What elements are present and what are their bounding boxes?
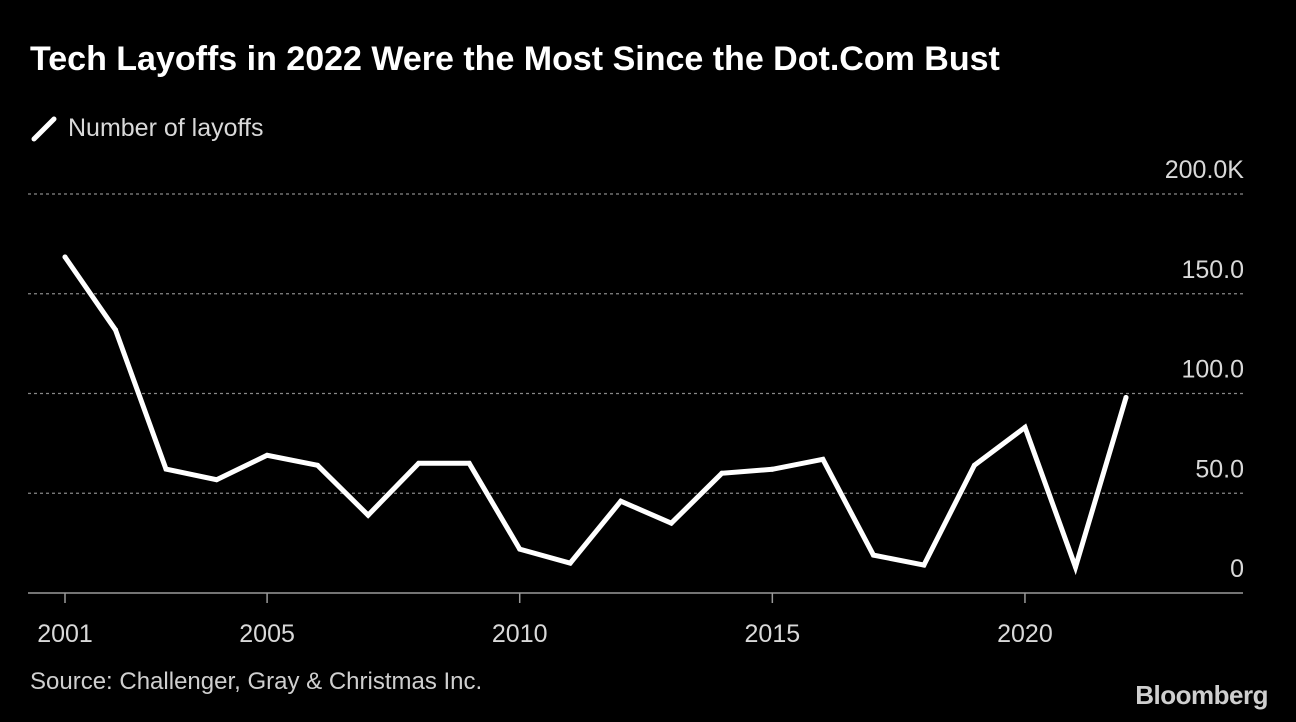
data-point bbox=[719, 470, 725, 476]
data-point bbox=[769, 466, 775, 472]
data-point bbox=[1022, 424, 1028, 430]
chart-title: Tech Layoffs in 2022 Were the Most Since… bbox=[30, 40, 1000, 78]
data-point bbox=[567, 560, 573, 566]
source-note: Source: Challenger, Gray & Christmas Inc… bbox=[30, 668, 483, 695]
data-point bbox=[971, 462, 977, 468]
y-tick-label: 0 bbox=[1230, 555, 1244, 583]
legend: Number of layoffs bbox=[30, 114, 263, 143]
data-point bbox=[618, 498, 624, 504]
data-point bbox=[315, 462, 321, 468]
data-point bbox=[466, 460, 472, 466]
x-tick-label: 2020 bbox=[997, 620, 1053, 648]
series-line bbox=[62, 254, 1129, 576]
line-swatch-icon bbox=[31, 116, 57, 141]
brand-logo: Bloomberg bbox=[1135, 680, 1268, 710]
x-tick-label: 2001 bbox=[37, 620, 93, 648]
x-tick-label: 2010 bbox=[492, 620, 548, 648]
x-tick-label: 2005 bbox=[239, 620, 295, 648]
data-point bbox=[113, 327, 119, 333]
data-point bbox=[1072, 564, 1078, 570]
data-point bbox=[365, 512, 371, 518]
data-point bbox=[416, 460, 422, 466]
x-tick-label: 2015 bbox=[745, 620, 801, 648]
y-tick-label: 50.0 bbox=[1195, 455, 1244, 483]
data-point bbox=[921, 562, 927, 568]
y-tick-label: 100.0 bbox=[1181, 356, 1244, 384]
data-point bbox=[870, 552, 876, 558]
data-point bbox=[62, 254, 68, 260]
data-point bbox=[1123, 394, 1129, 400]
data-point bbox=[668, 520, 674, 526]
y-tick-label: 200.0K bbox=[1165, 156, 1245, 184]
data-point bbox=[163, 466, 169, 472]
data-point bbox=[214, 477, 220, 483]
data-point bbox=[517, 546, 523, 552]
data-point bbox=[820, 456, 826, 462]
data-point bbox=[264, 452, 270, 458]
legend-label: Number of layoffs bbox=[68, 114, 264, 142]
y-tick-label: 150.0 bbox=[1181, 256, 1244, 284]
